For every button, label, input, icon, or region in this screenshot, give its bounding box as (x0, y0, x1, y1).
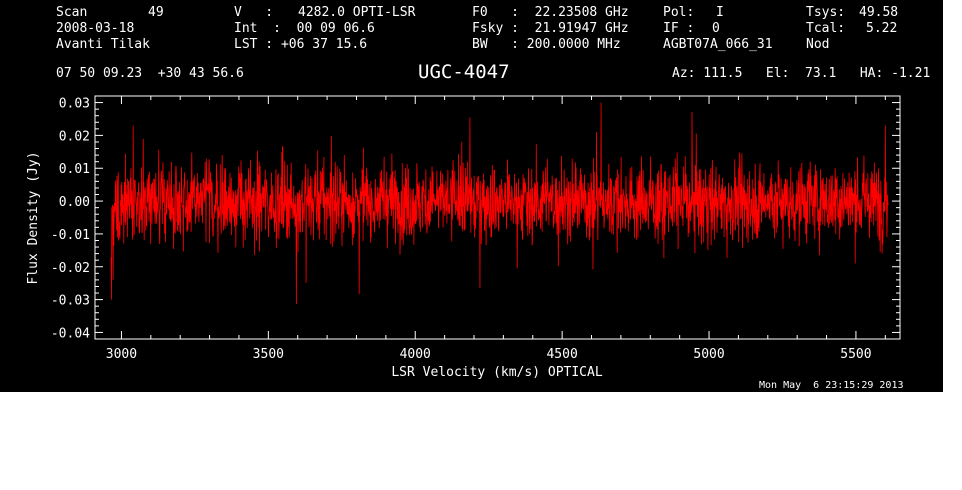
az-el-ha: Az: 111.5 El: 73.1 HA: -1.21 (672, 66, 931, 81)
y-axis-label: Flux Density (Jy) (26, 151, 41, 284)
scan-number: 49 (148, 5, 164, 20)
y-tick-label-0: -0.04 (51, 326, 90, 341)
tsys-value: 49.58 (859, 5, 899, 20)
chart-title: UGC-4047 (418, 61, 510, 83)
lst-value: LST : +06 37 15.6 (234, 37, 368, 52)
velocity-value: 4282.0 OPTI-LSR (298, 5, 416, 20)
y-tick-label-1: -0.03 (51, 294, 90, 309)
y-tick-label-4: 0.00 (59, 195, 90, 210)
project-id: AGBT07A_066_31 (663, 37, 773, 52)
tsys-label: Tsys: (806, 5, 846, 20)
y-tick-label-5: 0.01 (59, 162, 90, 177)
if-value: 0 (712, 21, 720, 36)
observer-name: Avanti Tilak (56, 37, 150, 52)
pol-label: Pol: (663, 5, 695, 20)
x-tick-label-3: 4500 (546, 347, 577, 362)
pol-value: I (716, 5, 724, 20)
source-coords: 07 50 09.23 +30 43 56.6 (56, 66, 244, 81)
y-tick-label-3: -0.01 (51, 228, 90, 243)
tcal-value: 5.22 (866, 21, 898, 36)
tcal-label: Tcal: (806, 21, 846, 36)
x-tick-label-5: 5500 (840, 347, 871, 362)
f0-value: F0 : 22.23508 GHz (472, 5, 629, 20)
fsky-value: Fsky : 21.91947 GHz (472, 21, 629, 36)
x-tick-label-4: 5000 (693, 347, 724, 362)
y-tick-label-2: -0.02 (51, 261, 90, 276)
trace-layer (110, 102, 889, 305)
obs-mode: Nod (806, 37, 830, 52)
velocity-label: V : (234, 5, 274, 20)
y-axis: -0.04 -0.03 -0.02 -0.01 0.00 0.01 0.02 0.03 (51, 95, 900, 341)
timestamp: Mon May 6 23:15:29 2013 (759, 380, 904, 391)
spectrum-chart: 3000 3500 4000 4500 5000 5500 -0.04 -0.03 -0.02… (26, 95, 901, 380)
y-tick-label-7: 0.03 (59, 97, 90, 112)
plot-frame (94, 95, 901, 340)
x-axis-label: LSR Velocity (km/s) OPTICAL (391, 365, 602, 380)
y-tick-label-6: 0.02 (59, 129, 90, 144)
bw-value: BW : 200.0000 MHz (472, 37, 621, 52)
x-axis: 3000 3500 4000 4500 5000 5500 (106, 96, 886, 362)
x-tick-label-2: 4000 (400, 347, 431, 362)
if-label: IF : (663, 21, 695, 36)
int-time: Int : 00 09 06.6 (234, 21, 375, 36)
scan-label: Scan (56, 5, 88, 20)
x-tick-label-1: 3500 (253, 347, 284, 362)
spectrum-trace (110, 102, 889, 305)
obs-date: 2008-03-18 (56, 21, 135, 36)
x-tick-label-0: 3000 (106, 347, 137, 362)
